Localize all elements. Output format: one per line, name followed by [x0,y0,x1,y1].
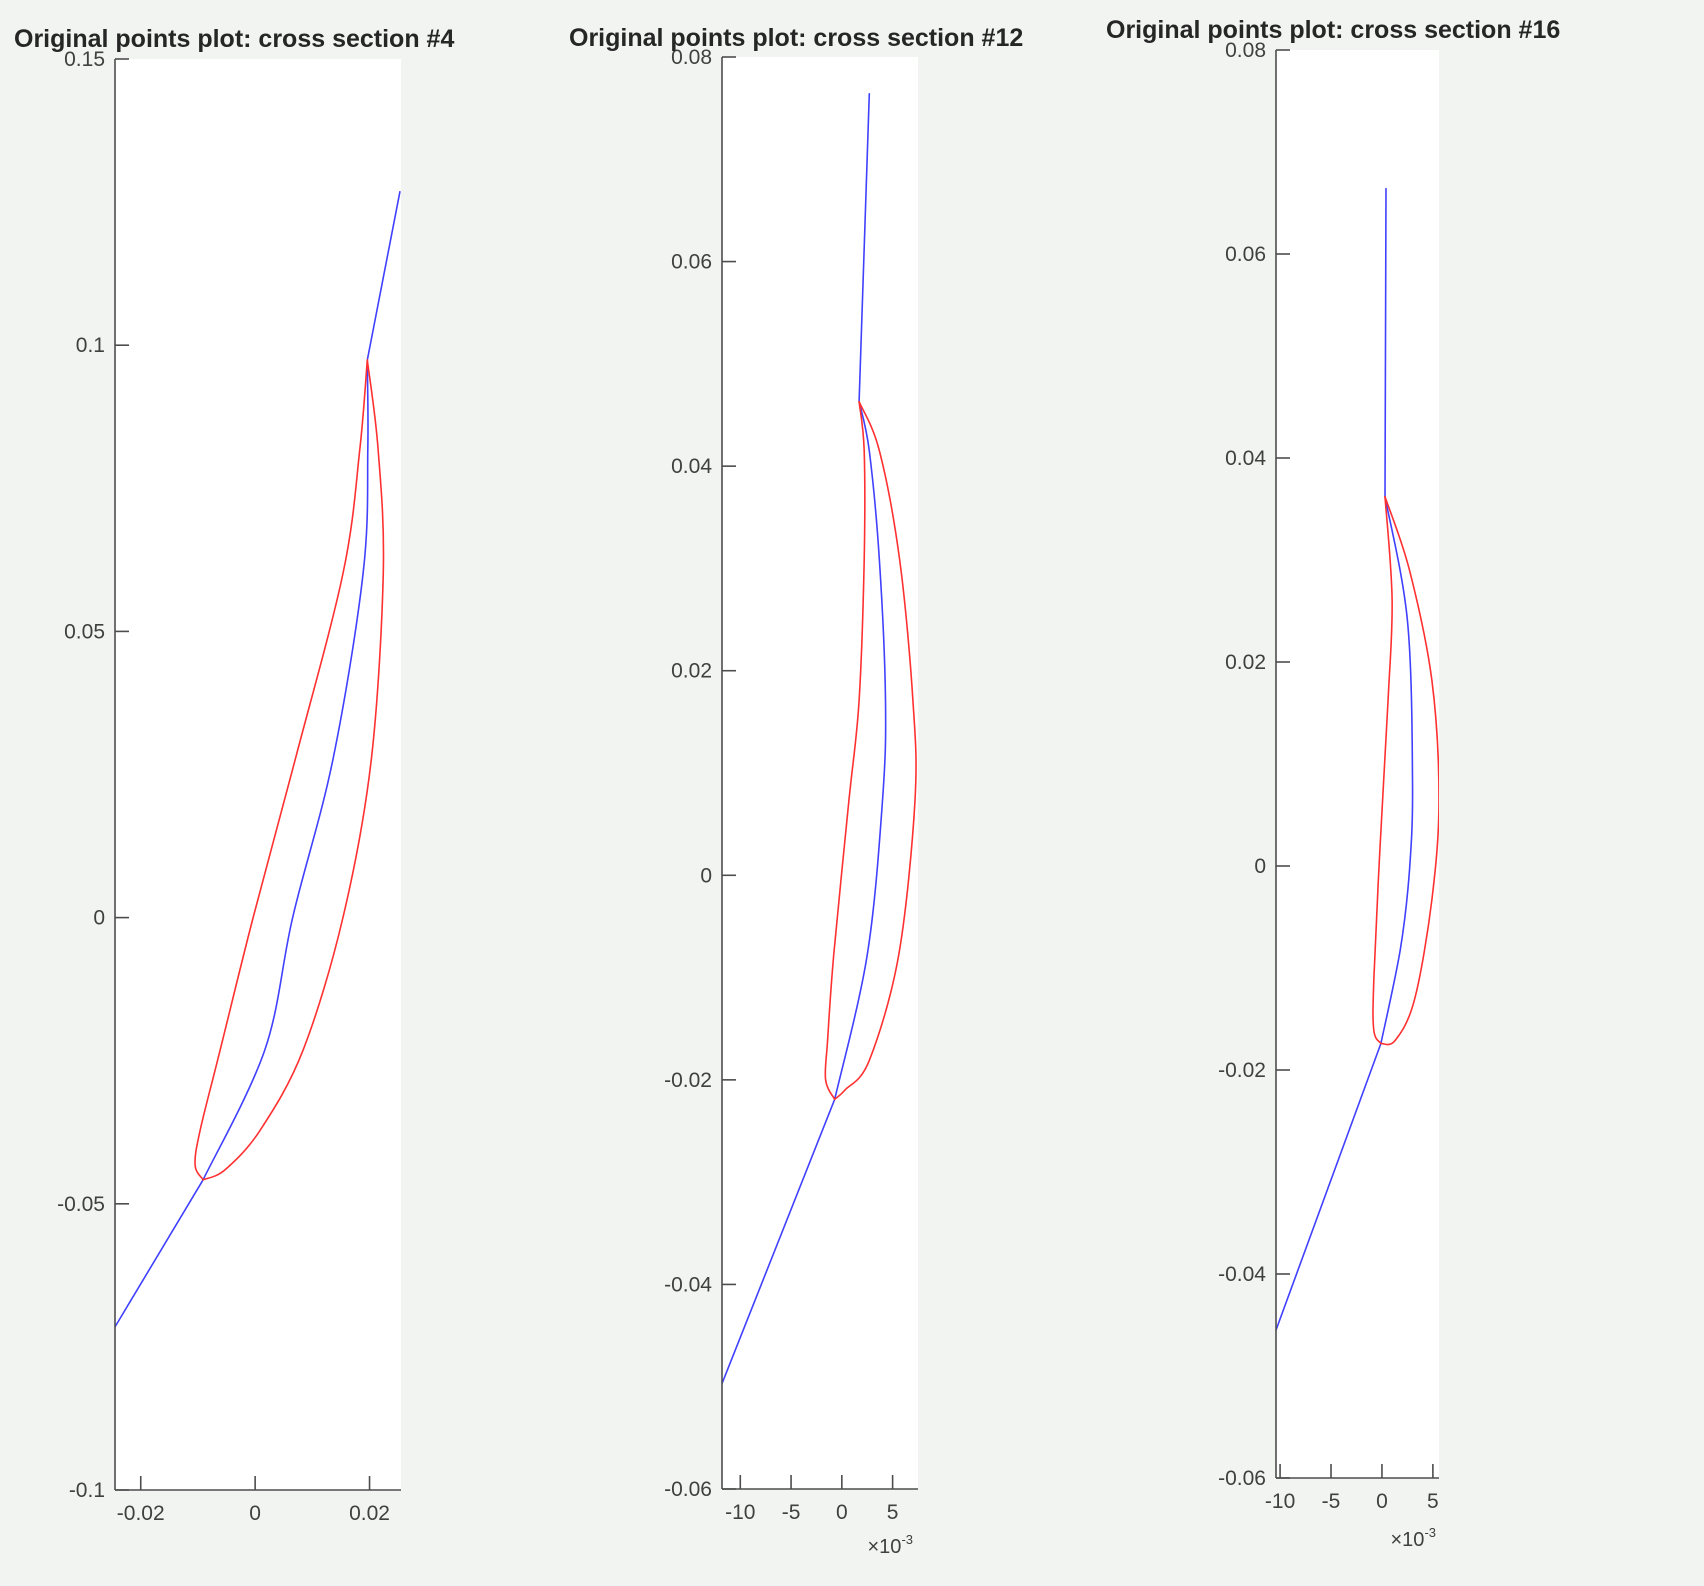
x-tick-label: 0.02 [349,1502,390,1525]
x-tick-label: -10 [725,1501,755,1524]
y-tick-label: 0.1 [76,334,105,357]
x-tick-label: 0 [836,1501,848,1524]
camber-line [115,191,401,1328]
y-tick-label: 0.08 [1225,39,1266,62]
y-tick-label: 0.04 [1225,447,1266,470]
plot-area [115,59,401,1490]
y-tick-label: -0.02 [1218,1059,1266,1082]
profile-line [824,400,866,1101]
x-tick-label: 0 [249,1502,261,1525]
tick-labels: -0.06 -0.04 -0.02 0 0.02 0.04 0.06 0.08 -10 -5 0 5 [664,46,898,1524]
plot-area [722,57,918,1489]
x-tick-label: -10 [1265,1490,1295,1513]
camber-line [1276,187,1414,1331]
y-tick-label: -0.06 [1218,1467,1266,1490]
y-tick-label: 0 [1254,855,1266,878]
plot-lines [722,93,917,1385]
profile-line [1380,496,1439,1046]
x-tick-label: -5 [782,1501,801,1524]
plot-lines [1276,187,1439,1331]
y-tick-label: 0.06 [1225,243,1266,266]
profile-line [1372,496,1393,1045]
camber-line [722,93,887,1385]
y-tick-label: 0.02 [671,660,712,683]
y-tick-label: -0.06 [664,1478,712,1501]
profile-line [833,400,917,1101]
axis-lines [114,58,401,1491]
axis-lines [1275,49,1439,1479]
y-tick-label: -0.04 [1218,1263,1266,1286]
y-tick-label: 0.15 [64,48,105,71]
chart-title: Original points plot: cross section #16 [1106,16,1560,44]
x-tick-label: -0.02 [117,1502,165,1525]
y-tick-label: -0.05 [57,1193,105,1216]
chart-title: Original points plot: cross section #12 [569,24,1023,52]
x-exponent-label: ×10-3 [1391,1525,1437,1551]
axes-cross-section-4: -0.1 -0.05 0 0.05 0.1 0.15 -0.02 0 0.02 Original… [14,25,454,1525]
x-tick-label: -5 [1322,1490,1341,1513]
x-exponent-label: ×10-3 [868,1532,914,1558]
x-tick-label: 5 [1427,1490,1439,1513]
y-tick-label: 0 [700,864,712,887]
y-tick-label: 0.02 [1225,651,1266,674]
axis-lines [721,56,918,1490]
chart-title: Original points plot: cross section #4 [14,25,454,53]
y-tick-label: 0.06 [671,251,712,274]
tick-labels: -0.06 -0.04 -0.02 0 0.02 0.04 0.06 0.08 -10 -5 0 5 [1218,39,1439,1513]
y-tick-label: 0.05 [64,620,105,643]
y-tick-label: 0.08 [671,46,712,69]
profile-line [202,359,385,1181]
profile-line [194,359,369,1181]
y-tick-label: -0.04 [664,1273,712,1296]
y-tick-label: -0.1 [69,1479,105,1502]
x-tick-label: 5 [887,1501,899,1524]
plot-lines [115,191,401,1328]
y-tick-label: 0.04 [671,455,712,478]
tick-labels: -0.1 -0.05 0 0.05 0.1 0.15 -0.02 0 0.02 [57,48,390,1525]
y-tick-label: -0.02 [664,1069,712,1092]
x-tick-label: 0 [1376,1490,1388,1513]
y-tick-label: 0 [93,907,105,930]
